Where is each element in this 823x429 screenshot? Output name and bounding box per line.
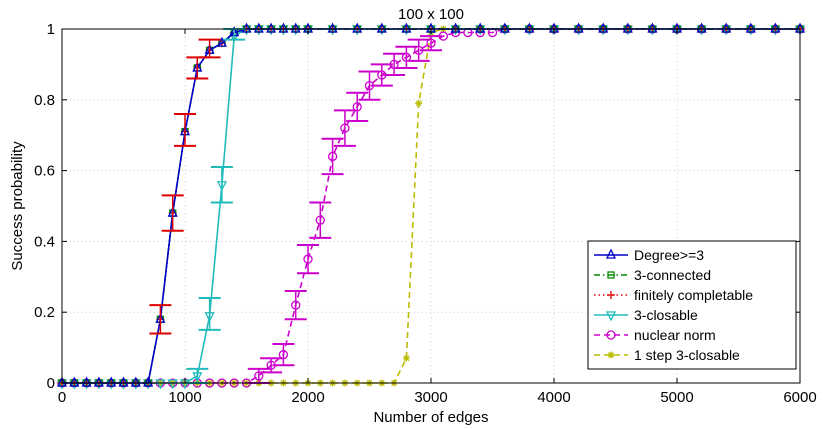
legend-marker [606, 330, 616, 340]
data-point [278, 22, 289, 33]
error-bar [420, 35, 442, 52]
error-bar [407, 38, 430, 62]
legend-entry: 3-closable [594, 307, 698, 323]
error-bar [297, 243, 319, 275]
data-point [327, 22, 338, 33]
data-point [622, 22, 633, 33]
x-tick-label: 1000 [168, 389, 201, 406]
data-point [155, 379, 166, 390]
legend-label: 1 step 3-closable [634, 347, 740, 363]
legend-entry: nuclear norm [594, 327, 716, 343]
legend-label: nuclear norm [634, 327, 716, 343]
data-point [770, 22, 781, 33]
error-bar [198, 297, 221, 331]
data-point [402, 354, 410, 362]
error-bar [395, 45, 418, 69]
data-point [266, 22, 277, 33]
data-point [93, 376, 104, 387]
y-tick-label: 0.2 [34, 304, 55, 321]
data-point [401, 22, 412, 33]
legend-label: 3-connected [634, 267, 711, 283]
legend-marker [607, 271, 615, 279]
legend-entry: 1 step 3-closable [594, 347, 740, 363]
error-bar [272, 343, 295, 367]
data-point [647, 22, 658, 33]
y-tick-label: 0.6 [34, 163, 55, 180]
data-point [118, 376, 129, 387]
data-point [352, 22, 363, 33]
error-bars [149, 28, 442, 384]
x-tick-label: 3000 [414, 389, 447, 406]
legend-marker [607, 351, 615, 359]
data-point [143, 376, 154, 387]
legend-marker [605, 311, 617, 322]
data-point [216, 36, 227, 47]
legend: Degree>=3 3-connected finitely completable… [587, 240, 797, 370]
data-point [106, 376, 117, 387]
y-tick-label: 1 [47, 21, 55, 38]
data-point [573, 22, 584, 33]
data-point [56, 376, 68, 387]
data-point [745, 22, 756, 33]
x-tick-label: 5000 [660, 389, 693, 406]
data-point [598, 22, 609, 33]
data-point [167, 379, 178, 390]
y-axis-label: Success probability [9, 141, 26, 271]
x-tick-label: 6000 [783, 389, 816, 406]
error-bar [247, 367, 270, 384]
grid [62, 29, 800, 383]
y-tick-label: 0 [47, 375, 55, 392]
legend-label: finitely completable [634, 287, 753, 303]
data-point [475, 22, 486, 33]
legend-marker [607, 291, 615, 299]
error-bar [186, 56, 209, 80]
axis-ticks: 0 1000 2000 3000 4000 5000 6000 0 0.2 0.4 0.6 0.8 1 [34, 21, 817, 406]
legend-entry: finitely completable [594, 287, 753, 303]
data-point [415, 99, 423, 107]
error-bar [333, 109, 356, 147]
data-point [721, 22, 732, 33]
error-bar [370, 63, 393, 87]
error-bar [149, 304, 172, 335]
legend-label: 3-closable [634, 307, 698, 323]
error-bar [161, 194, 184, 232]
data-point [450, 22, 461, 33]
legend-label: Degree>=3 [634, 247, 704, 263]
data-point [130, 376, 141, 387]
data-point [81, 376, 92, 387]
data-point [69, 376, 80, 387]
data-point [253, 22, 264, 33]
data-point [290, 22, 301, 33]
error-bar [358, 70, 381, 101]
error-bar [383, 52, 406, 77]
error-bar [198, 38, 221, 59]
error-bar [309, 201, 332, 239]
error-bar [210, 166, 233, 204]
chart-title: 100 x 100 [398, 6, 464, 23]
x-tick-label: 0 [58, 389, 66, 406]
data-point [376, 22, 387, 33]
x-tick-label: 4000 [537, 389, 570, 406]
legend-marker [605, 248, 617, 259]
y-tick-label: 0.4 [34, 233, 55, 250]
data-point [524, 22, 535, 33]
legend-entry: 3-connected [594, 267, 711, 283]
legend-box [587, 240, 797, 370]
error-bar [174, 112, 196, 147]
y-tick-label: 0.8 [34, 92, 55, 109]
data-point [696, 22, 707, 33]
data-point [499, 22, 510, 33]
x-tick-label: 2000 [291, 389, 324, 406]
error-bar [260, 357, 283, 374]
legend-entry: Degree>=3 [594, 247, 704, 263]
error-bar [284, 289, 307, 321]
error-bar [321, 137, 344, 176]
x-axis-label: Number of edges [373, 409, 488, 426]
error-bar [346, 91, 369, 123]
